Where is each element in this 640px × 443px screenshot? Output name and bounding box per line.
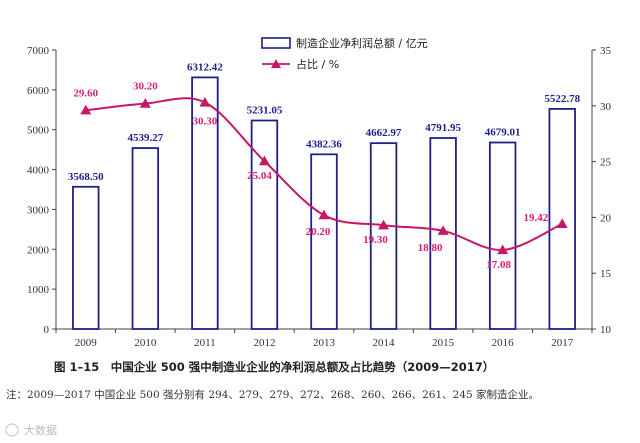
right-tick-label: 20 <box>600 212 612 224</box>
right-tick-label: 25 <box>600 157 612 169</box>
bar-value-label: 4382.36 <box>306 138 342 150</box>
bar-value-label: 6312.42 <box>187 61 223 73</box>
line-point-marker <box>139 98 151 108</box>
legend-line-label: 占比 / % <box>296 57 339 71</box>
bar <box>131 147 160 330</box>
bar-value-label: 5231.05 <box>247 105 283 117</box>
line-point-marker <box>80 104 92 115</box>
right-tick-label: 10 <box>600 324 612 336</box>
bar <box>191 76 219 330</box>
left-tick-label: 3000 <box>27 204 50 216</box>
line-value-label: 30.20 <box>133 81 158 93</box>
bar-value-label: 4662.97 <box>366 127 402 139</box>
line-point-marker <box>378 219 390 230</box>
bar <box>72 185 100 330</box>
legend-triangle-marker <box>271 59 281 68</box>
figure-note: 注：2009—2017 中国企业 500 强分别有 294、279、279、27… <box>6 388 539 401</box>
line-value-label: 17.08 <box>486 259 511 271</box>
line-point-marker <box>258 155 270 166</box>
bar-value-label: 4791.95 <box>425 122 461 134</box>
bar <box>250 119 279 330</box>
right-tick-label: 35 <box>600 45 612 57</box>
x-tick-label: 2013 <box>313 337 336 349</box>
left-tick-label: 7000 <box>27 45 50 57</box>
bar-series <box>72 76 576 330</box>
figure-caption: 图 1–15 中国企业 500 强中制造业企业的净利润总额及占比趋势（2009—… <box>54 360 494 374</box>
line-point-marker <box>556 218 568 228</box>
line-series <box>80 96 568 255</box>
left-tick-label: 5000 <box>27 125 50 137</box>
bar-value-label: 5522.78 <box>544 93 580 105</box>
line-point-marker <box>437 225 449 235</box>
bar-value-label: 4679.01 <box>485 127 521 139</box>
x-tick-label: 2016 <box>492 337 515 349</box>
x-tick-label: 2014 <box>373 337 396 349</box>
watermark: 大数据 <box>5 423 57 437</box>
legend: 制造企业净利润总额 / 亿元 占比 / % <box>261 36 428 71</box>
line-value-label: 18.80 <box>418 242 443 254</box>
x-tick-label: 2010 <box>134 337 157 349</box>
data-labels: 3568.50 4539.27 6312.42 5231.05 4382.36 4662.… <box>68 61 581 271</box>
legend-bar-swatch <box>261 37 291 49</box>
line-point-marker <box>497 244 509 255</box>
right-tick-label: 30 <box>600 101 612 113</box>
line-value-label: 29.60 <box>73 87 98 99</box>
x-tick-label: 2015 <box>432 337 455 349</box>
line-point-marker <box>318 209 330 220</box>
x-tick-label: 2017 <box>551 337 574 349</box>
watermark-icon <box>5 423 19 437</box>
line-point-marker <box>199 96 211 107</box>
watermark-text: 大数据 <box>24 423 57 437</box>
bar <box>310 153 338 330</box>
line-value-label: 19.30 <box>363 234 388 246</box>
axes: 0 1000 2000 3000 4000 5000 6000 7000 10 15 20 25 30 3… <box>27 45 612 349</box>
bar <box>369 142 398 330</box>
line-value-label: 25.04 <box>247 170 272 182</box>
left-tick-label: 2000 <box>27 244 50 256</box>
x-tick-label: 2012 <box>253 337 275 349</box>
left-tick-label: 4000 <box>27 165 50 177</box>
left-tick-label: 0 <box>44 324 50 336</box>
bar-value-label: 4539.27 <box>127 132 163 144</box>
line-value-label: 19.42 <box>523 212 548 224</box>
line-value-label: 30.30 <box>193 115 218 127</box>
left-tick-label: 1000 <box>27 284 50 296</box>
x-tick-label: 2009 <box>75 337 98 349</box>
right-tick-label: 15 <box>600 268 612 280</box>
bar <box>488 141 517 330</box>
bar-value-label: 3568.50 <box>68 171 104 183</box>
left-tick-label: 6000 <box>27 85 50 97</box>
line-value-label: 20.20 <box>306 226 331 238</box>
x-tick-label: 2011 <box>194 337 216 349</box>
legend-bar-label: 制造企业净利润总额 / 亿元 <box>296 36 428 50</box>
